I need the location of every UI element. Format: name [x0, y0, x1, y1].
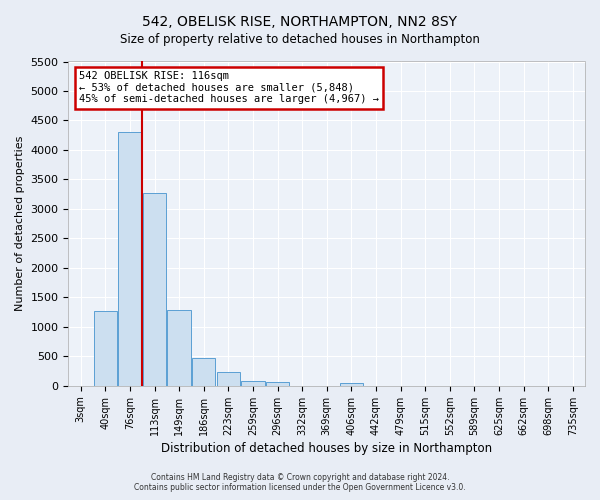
Bar: [340, 383, 363, 386]
Y-axis label: Number of detached properties: Number of detached properties: [15, 136, 25, 312]
Text: Size of property relative to detached houses in Northampton: Size of property relative to detached ho…: [120, 32, 480, 46]
Bar: [143, 193, 166, 386]
Text: 542 OBELISK RISE: 116sqm
← 53% of detached houses are smaller (5,848)
45% of sem: 542 OBELISK RISE: 116sqm ← 53% of detach…: [79, 71, 379, 104]
Bar: [241, 380, 265, 386]
Bar: [266, 382, 289, 386]
Bar: [118, 132, 142, 386]
Bar: [192, 358, 215, 386]
Text: Contains HM Land Registry data © Crown copyright and database right 2024.
Contai: Contains HM Land Registry data © Crown c…: [134, 473, 466, 492]
Bar: [167, 310, 191, 386]
X-axis label: Distribution of detached houses by size in Northampton: Distribution of detached houses by size …: [161, 442, 492, 455]
Bar: [94, 311, 117, 386]
Bar: [217, 372, 240, 386]
Text: 542, OBELISK RISE, NORTHAMPTON, NN2 8SY: 542, OBELISK RISE, NORTHAMPTON, NN2 8SY: [143, 15, 458, 29]
